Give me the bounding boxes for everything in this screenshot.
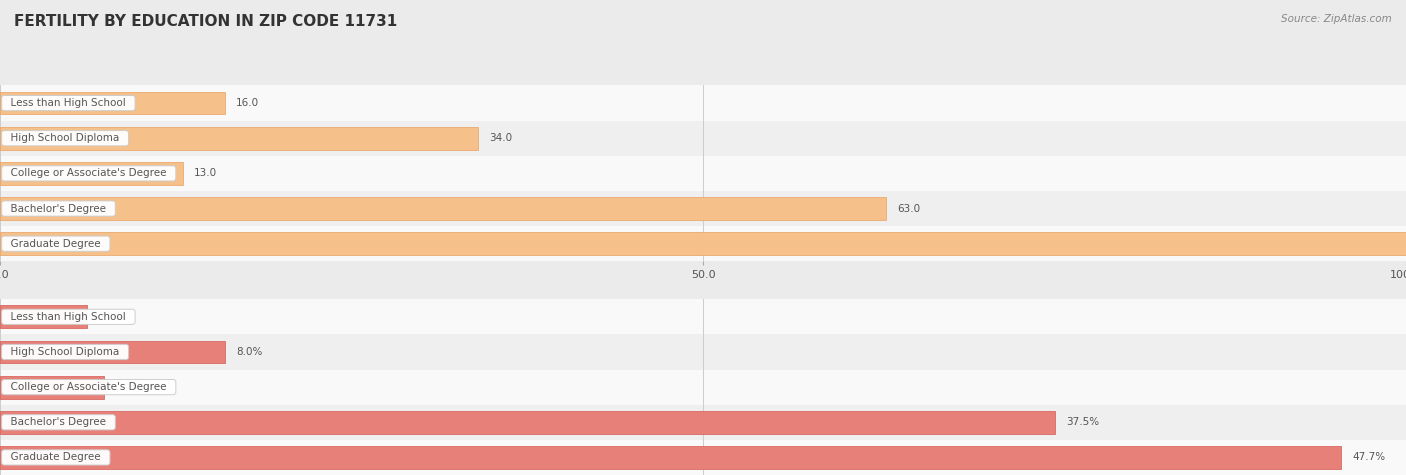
Text: Bachelor's Degree: Bachelor's Degree (4, 203, 112, 214)
Text: 16.0: 16.0 (236, 98, 259, 108)
Bar (0, 299, 1406, 334)
Bar (0, 226, 1406, 261)
Text: 34.0: 34.0 (489, 133, 512, 143)
Text: Less than High School: Less than High School (4, 312, 132, 322)
Bar (0, 446, 1341, 469)
Text: FERTILITY BY EDUCATION IN ZIP CODE 11731: FERTILITY BY EDUCATION IN ZIP CODE 11731 (14, 14, 398, 29)
Bar (0, 334, 1406, 370)
Bar (0, 405, 1406, 440)
Text: Source: ZipAtlas.com: Source: ZipAtlas.com (1281, 14, 1392, 24)
Bar (0, 127, 478, 150)
Text: 47.7%: 47.7% (1353, 452, 1386, 463)
Text: College or Associate's Degree: College or Associate's Degree (4, 168, 173, 179)
Bar (0, 191, 1406, 226)
Text: Less than High School: Less than High School (4, 98, 132, 108)
Text: College or Associate's Degree: College or Associate's Degree (4, 382, 173, 392)
Text: 3.1%: 3.1% (98, 312, 125, 322)
Bar (0, 305, 87, 328)
Bar (0, 440, 1406, 475)
Text: 37.5%: 37.5% (1066, 417, 1099, 428)
Text: Graduate Degree: Graduate Degree (4, 452, 107, 463)
Bar (0, 156, 1406, 191)
Text: High School Diploma: High School Diploma (4, 133, 127, 143)
Bar (0, 411, 1054, 434)
Text: Graduate Degree: Graduate Degree (4, 238, 107, 249)
Bar (0, 341, 225, 363)
Text: 63.0: 63.0 (897, 203, 920, 214)
Bar (0, 121, 1406, 156)
Text: High School Diploma: High School Diploma (4, 347, 127, 357)
Bar (0, 86, 1406, 121)
Bar (0, 370, 1406, 405)
Text: 13.0: 13.0 (194, 168, 217, 179)
Bar (0, 197, 886, 220)
Bar (0, 232, 1406, 255)
Text: 3.7%: 3.7% (115, 382, 142, 392)
Bar (0, 92, 225, 114)
Bar (0, 162, 183, 185)
Text: Bachelor's Degree: Bachelor's Degree (4, 417, 112, 428)
Text: 8.0%: 8.0% (236, 347, 263, 357)
Bar (0, 376, 104, 399)
